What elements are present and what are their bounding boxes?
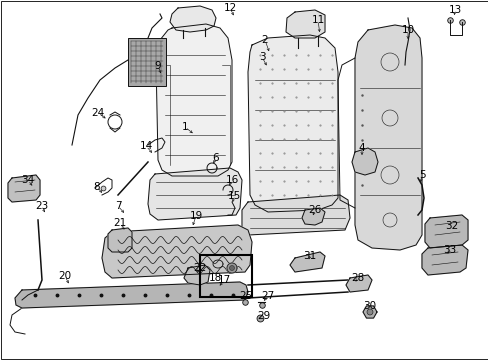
Polygon shape — [362, 306, 376, 318]
Text: 20: 20 — [59, 271, 71, 281]
Polygon shape — [351, 148, 377, 175]
Text: 6: 6 — [212, 153, 219, 163]
Text: 3: 3 — [258, 52, 265, 62]
Polygon shape — [108, 228, 132, 252]
Polygon shape — [226, 263, 237, 273]
Text: 22: 22 — [193, 263, 206, 273]
Polygon shape — [183, 265, 209, 285]
Polygon shape — [346, 275, 371, 292]
Polygon shape — [8, 175, 40, 202]
Polygon shape — [102, 225, 251, 278]
Text: 4: 4 — [358, 143, 365, 153]
Polygon shape — [289, 252, 325, 272]
Polygon shape — [285, 10, 325, 38]
Polygon shape — [302, 208, 325, 225]
Polygon shape — [247, 35, 337, 212]
Text: 33: 33 — [443, 245, 456, 255]
Text: 7: 7 — [115, 201, 121, 211]
Circle shape — [366, 309, 372, 315]
Text: 23: 23 — [35, 201, 48, 211]
Text: 9: 9 — [154, 61, 161, 71]
Text: 13: 13 — [447, 5, 461, 15]
Polygon shape — [148, 168, 242, 220]
Polygon shape — [170, 6, 216, 32]
Polygon shape — [15, 282, 247, 308]
Text: 18: 18 — [208, 273, 221, 283]
Polygon shape — [354, 25, 421, 250]
Text: 1: 1 — [182, 122, 188, 132]
Text: 27: 27 — [261, 291, 274, 301]
Text: 8: 8 — [94, 182, 100, 192]
Text: 10: 10 — [401, 25, 414, 35]
Polygon shape — [242, 195, 349, 235]
Text: 5: 5 — [418, 170, 425, 180]
Text: 2: 2 — [261, 35, 268, 45]
Bar — [200, 255, 251, 297]
Bar — [128, 38, 165, 86]
Text: 11: 11 — [311, 15, 324, 25]
Text: 12: 12 — [223, 3, 236, 13]
Text: 30: 30 — [363, 301, 376, 311]
Text: 17: 17 — [217, 275, 230, 285]
Text: 29: 29 — [257, 311, 270, 321]
Text: 16: 16 — [225, 175, 238, 185]
Text: 15: 15 — [227, 191, 240, 201]
Text: 26: 26 — [308, 205, 321, 215]
Circle shape — [229, 266, 234, 270]
Text: 14: 14 — [139, 141, 152, 151]
Text: 28: 28 — [351, 273, 364, 283]
Polygon shape — [421, 245, 467, 275]
Text: 21: 21 — [113, 218, 126, 228]
Text: 32: 32 — [445, 221, 458, 231]
Text: 25: 25 — [239, 291, 252, 301]
Polygon shape — [156, 24, 231, 176]
Text: 24: 24 — [91, 108, 104, 118]
Text: 34: 34 — [21, 175, 35, 185]
Text: 19: 19 — [189, 211, 202, 221]
Polygon shape — [424, 215, 467, 248]
Text: 31: 31 — [303, 251, 316, 261]
